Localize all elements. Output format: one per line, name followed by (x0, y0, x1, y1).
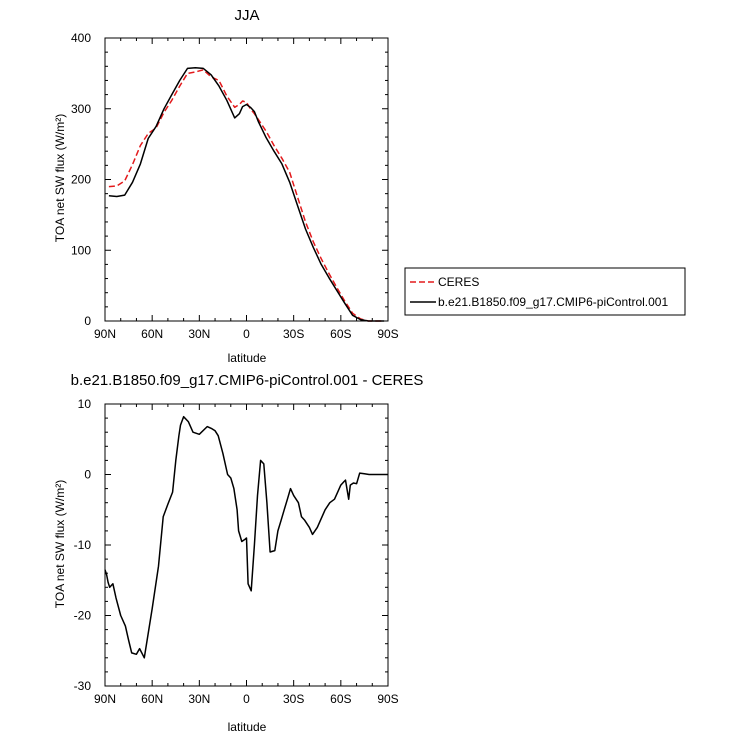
top-x-tick-label: 90S (377, 327, 398, 341)
bottom-chart-plot-area: 90N 60N 30N 0 30S 60S 90S -30 -20 -10 0 10 (74, 397, 399, 706)
bottom-x-tick-label: 60S (330, 692, 351, 706)
top-y-tick-label: 200 (71, 173, 91, 187)
legend-box (404, 267, 686, 316)
bottom-x-tick-label: 90S (377, 692, 398, 706)
top-y-tick-label: 300 (71, 102, 91, 116)
top-y-tick-label: 0 (84, 314, 91, 328)
bottom-y-tick-label: 10 (78, 397, 92, 411)
bottom-y-tick-label: -20 (74, 609, 92, 623)
bottom-x-tick-label: 30S (283, 692, 304, 706)
bottom-y-tick-label: 0 (84, 468, 91, 482)
bottom-x-tick-label: 90N (94, 692, 116, 706)
top-x-tick-label: 30S (283, 327, 304, 341)
legend: CERES b.e21.B1850.f09_g17.CMIP6-piContro… (404, 267, 686, 316)
bottom-y-tick-label: -10 (74, 538, 92, 552)
top-plot-frame (104, 37, 389, 322)
top-chart: JJA TOA net SW flux (W/m²) latitude 90N 6… (53, 7, 399, 365)
bottom-chart-title: b.e21.B1850.f09_g17.CMIP6-piControl.001 … (71, 372, 424, 389)
bottom-x-tick-label: 60N (141, 692, 163, 706)
bottom-chart-y-axis-label: TOA net SW flux (W/m²) (53, 480, 67, 608)
top-x-tick-label: 60N (141, 327, 163, 341)
top-x-tick-label: 90N (94, 327, 116, 341)
legend-ceres-label: CERES (438, 275, 479, 289)
top-series-line-1 (108, 66, 385, 322)
bottom-y-tick-label: -30 (74, 679, 92, 693)
top-chart-y-axis-label: TOA net SW flux (W/m²) (53, 114, 67, 242)
top-chart-x-axis-label: latitude (228, 351, 267, 365)
top-chart-plot-area: 90N 60N 30N 0 30S 60S 90S 0 100 200 300 400 (71, 31, 399, 341)
top-y-tick-label: 100 (71, 243, 91, 257)
bottom-x-tick-label: 30N (188, 692, 210, 706)
bottom-x-tick-label: 0 (243, 692, 250, 706)
top-y-tick-label: 400 (71, 31, 91, 45)
top-series-line-0 (108, 69, 385, 322)
bottom-chart: b.e21.B1850.f09_g17.CMIP6-piControl.001 … (53, 372, 423, 734)
top-x-tick-label: 60S (330, 327, 351, 341)
top-x-tick-label: 30N (188, 327, 210, 341)
bottom-series-line-0 (104, 415, 388, 659)
top-x-tick-label: 0 (243, 327, 250, 341)
bottom-chart-x-axis-label: latitude (228, 720, 267, 734)
legend-model-label: b.e21.B1850.f09_g17.CMIP6-piControl.001 (438, 295, 668, 309)
top-chart-title: JJA (234, 7, 259, 24)
